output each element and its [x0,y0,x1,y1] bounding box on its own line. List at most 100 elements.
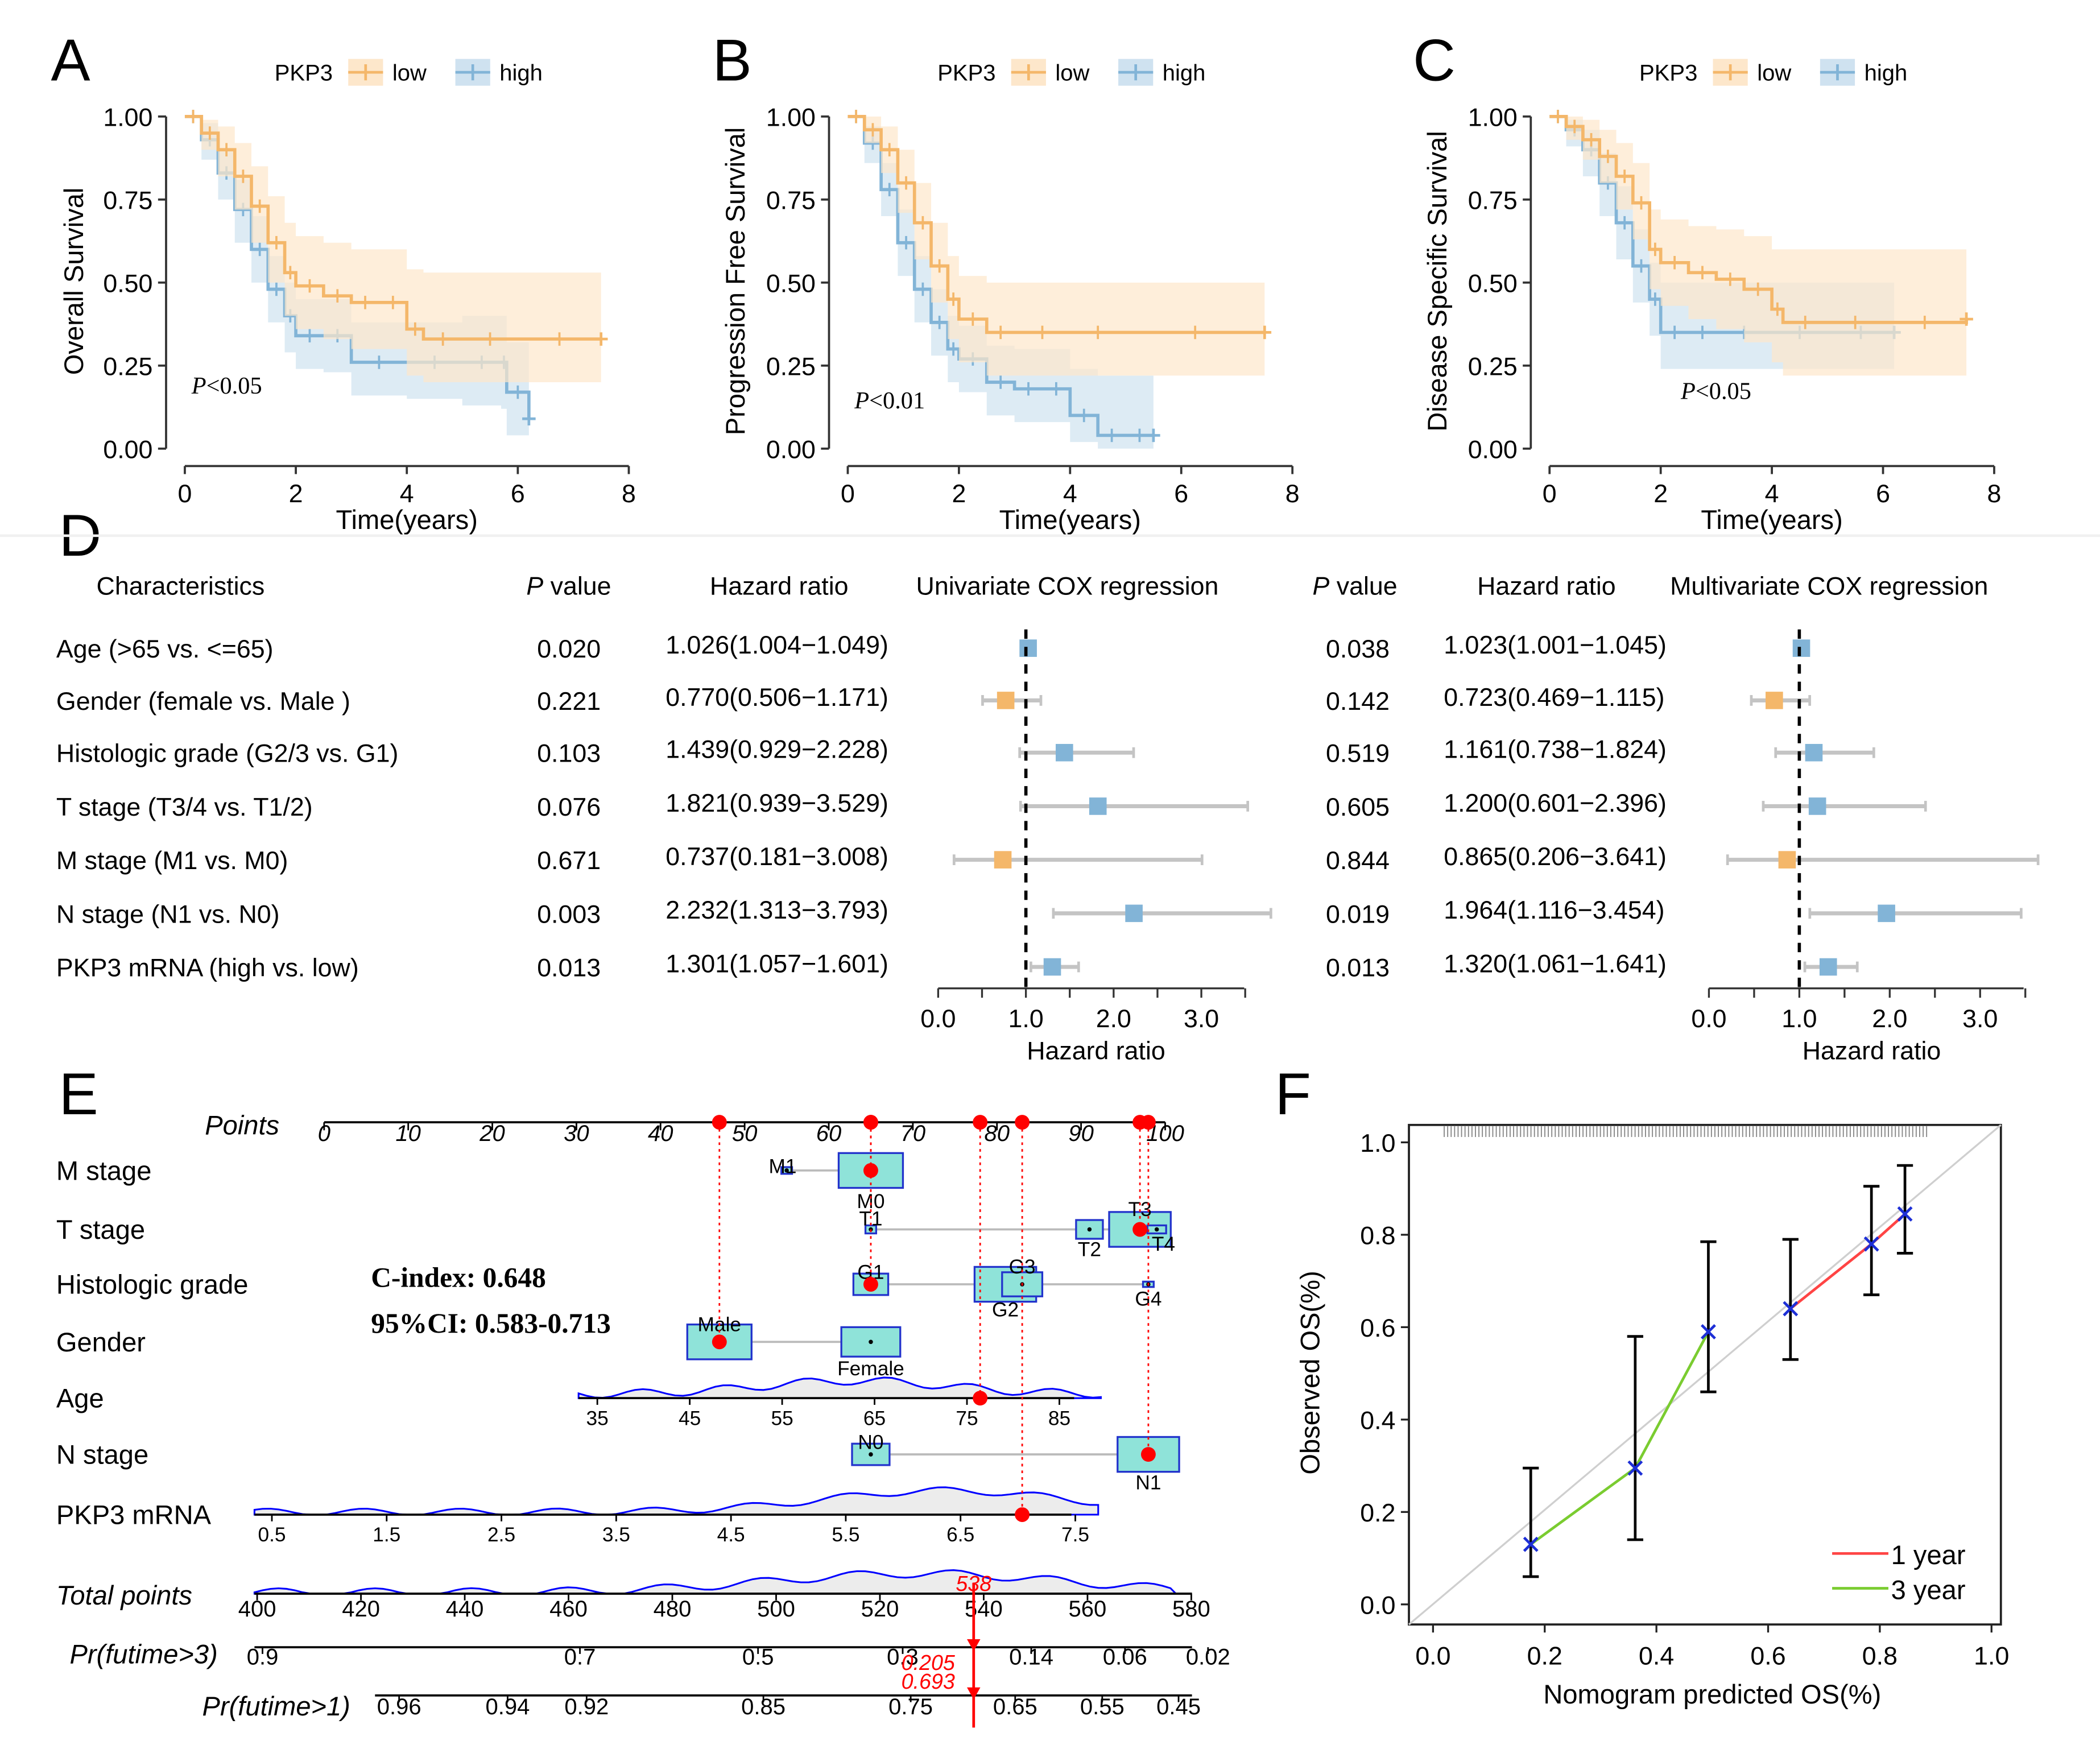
p-suffix: value [1329,572,1397,600]
panel-label-b: B [713,27,752,93]
p-value-annotation: P<0.05 [1680,378,1751,405]
panel-label-f: F [1275,1061,1311,1127]
total-points-tick-label: 520 [861,1597,899,1622]
survival-curve-low [848,115,1265,334]
x-tick-label: 6 [511,480,525,508]
row-label: M stage (M1 vs. M0) [56,847,288,875]
multi-x-tick-label: 2.0 [1872,1005,1907,1033]
points-axis-marker [863,1115,878,1130]
survival-curve-low [184,115,601,341]
total-points-density [253,1569,1178,1595]
uni-hr-text: 0.737(0.181−3.008) [665,843,888,871]
level-label: N1 [1135,1471,1161,1494]
y-tick-label: 0.00 [766,436,816,464]
variable-tick-label: 6.5 [946,1524,974,1546]
legend-label-1yr: 1 year [1891,1540,1966,1570]
pr3-value: 0.205 [902,1651,956,1674]
multi-hr-point [1778,851,1796,869]
multi-hr-text: 1.964(1.116−3.454) [1444,896,1664,924]
panel-label-a: A [51,27,90,93]
p-value: <0.05 [206,373,262,399]
row-label: Histologic grade (G2/3 vs. G1) [56,740,398,768]
y-tick-label: 1.00 [1468,104,1518,131]
multi-hr-point [1808,797,1826,815]
header-hazard-ratio-uni: Hazard ratio [710,572,849,600]
multi-p-value: 0.038 [1326,635,1390,663]
selected-point [863,1277,878,1292]
multi-p-value: 0.142 [1326,688,1390,716]
y-tick-label: 1.00 [766,104,816,131]
selected-point [712,1334,727,1350]
y-tick-label: 0.00 [103,436,152,464]
y-tick-label: 0.75 [103,187,152,214]
y-tick-label: 0.50 [1468,270,1518,297]
total-points-tick-label: 540 [965,1597,1003,1622]
x-tick-label: 2 [1653,480,1668,508]
multi-hr-text: 0.723(0.469−1.115) [1444,684,1664,712]
multi-p-value: 0.519 [1326,740,1390,768]
multi-p-value: 0.605 [1326,793,1390,821]
variable-tick-label: 65 [863,1407,886,1429]
arrow-head-pr3 [967,1639,981,1652]
y-axis-title: Overall Survival [59,188,89,375]
x-tick-label: 0.4 [1639,1643,1674,1670]
x-tick-label: 8 [1987,480,2002,508]
uni-hr-point [1125,904,1143,923]
uni-x-tick-label: 0.0 [920,1005,956,1033]
y-axis-title: Observed OS(%) [1295,1271,1325,1474]
legend-label-high: high [1163,60,1206,85]
density-curve [253,1486,1099,1516]
y-tick-label: 1.0 [1360,1130,1395,1157]
multi-hr-point [1878,904,1895,923]
multi-x-tick-label: 3.0 [1962,1005,1998,1033]
level-label: N0 [858,1432,883,1454]
multi-hr-point [1766,692,1783,709]
x-tick-label: 0.6 [1750,1643,1785,1670]
ideal-diagonal [1408,1124,2002,1626]
variable-label: N stage [56,1440,148,1470]
total-points-tick-label: 440 [446,1597,484,1622]
p-letter: P [191,373,206,399]
multi-hr-text: 0.865(0.206−3.641) [1444,843,1667,871]
pr3-tick-label: 0.9 [247,1645,279,1670]
multi-hr-text: 1.200(0.601−2.396) [1444,789,1667,817]
header-multivariate: Multivariate COX regression [1670,572,1988,600]
variable-tick-label: 2.5 [487,1524,515,1546]
legend-label-low: low [392,60,427,85]
multi-p-value: 0.844 [1326,847,1390,875]
level-label: G3 [1009,1256,1036,1278]
level-label: Female [837,1358,904,1380]
total-points-tick-label: 460 [549,1597,588,1622]
c-index: C-index: 0.648 [371,1262,546,1293]
multi-x-tick-label: 1.0 [1781,1005,1817,1033]
x-tick-label: 0.8 [1862,1643,1898,1670]
multi-hr-point [1792,639,1810,657]
ci-band-low [1549,116,1967,376]
calibration-plot: 0.0 0.2 0.4 0.6 0.8 1.0 0.0 0.2 0.4 0.6 0.8 1.0 Nomo… [1295,1123,2009,1709]
x-axis-title: Time(years) [999,505,1141,535]
points-tick-label: 0 [318,1121,330,1146]
points-axis-marker [712,1115,727,1130]
x-tick-label: 2 [289,480,303,508]
km-plot-a: PKP3 low high 0.00 0.25 0.50 0.75 1.00 0 2 4 6 8 Time… [59,59,636,535]
points-tick-label: 70 [900,1121,926,1146]
total-points-tick-label: 500 [757,1597,795,1622]
row-label: N stage (N1 vs. N0) [56,900,280,928]
y-tick-label: 0.50 [103,270,152,297]
legend-label-low: low [1757,60,1791,85]
variable-label: Age [56,1383,104,1413]
selected-point [973,1391,988,1406]
y-axis-title: Progression Free Survival [720,127,750,436]
variable-tick-label: 3.5 [602,1524,630,1546]
point-marker-b [1897,1206,1913,1222]
header-univariate: Univariate COX regression [916,572,1219,600]
y-tick-label: 0.6 [1360,1314,1395,1342]
uni-x-tick-label: 3.0 [1184,1005,1219,1033]
level-box-t4-center [1154,1227,1159,1232]
uni-hr-text: 0.770(0.506−1.171) [665,684,888,712]
y-tick-label: 0.75 [1468,187,1518,214]
y-tick-label: 1.00 [103,104,152,131]
multi-hr-text: 1.161(0.738−1.824) [1444,736,1667,764]
